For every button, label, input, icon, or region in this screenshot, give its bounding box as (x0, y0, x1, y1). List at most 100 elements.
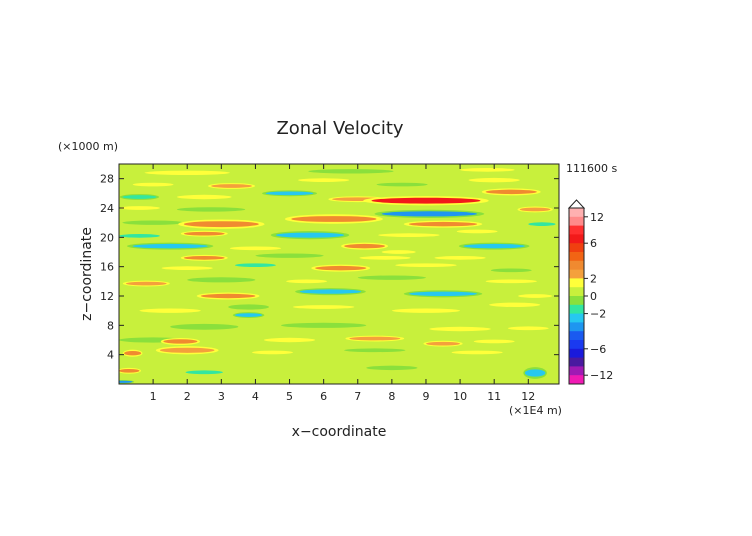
velocity-band (376, 182, 428, 187)
velocity-band (119, 368, 140, 373)
velocity-band (286, 279, 328, 284)
colorbar-segment (569, 322, 584, 332)
velocity-band (132, 182, 174, 187)
velocity-band (229, 246, 282, 251)
velocity-band (265, 191, 314, 196)
colorbar-segment (569, 287, 584, 297)
colorbar-segment (569, 225, 584, 235)
colorbar-segment (569, 234, 584, 244)
velocity-band (490, 268, 532, 273)
colorbar: 12 6 2 0 −2 −6 −12 (567, 199, 613, 385)
x-axis: 1 2 3 4 5 6 7 8 9 10 11 12 (150, 164, 535, 403)
velocity-band (234, 263, 276, 268)
colorbar-tick-label: 0 (590, 290, 597, 303)
velocity-band (408, 291, 478, 296)
velocity-band (176, 207, 246, 212)
plot-area (118, 163, 560, 385)
velocity-band (176, 194, 232, 200)
y-tick-label: 16 (100, 261, 114, 274)
y-tick-label: 28 (100, 173, 114, 186)
velocity-band (161, 266, 213, 270)
velocity-band (228, 304, 270, 310)
plot-frame (118, 163, 560, 385)
colorbar-tick-label: 6 (590, 237, 597, 250)
velocity-band (507, 326, 549, 331)
x-tick-label: 5 (286, 390, 293, 403)
velocity-band (183, 256, 225, 260)
velocity-band (308, 169, 394, 174)
colorbar-segment (569, 375, 584, 385)
velocity-band (344, 243, 386, 249)
x-tick-label: 11 (487, 390, 501, 403)
velocity-band (119, 234, 160, 238)
velocity-band (163, 339, 198, 344)
velocity-band (292, 305, 355, 309)
velocity-band (185, 370, 224, 375)
velocity-band (519, 207, 551, 212)
velocity-band (359, 256, 411, 260)
velocity-band (528, 222, 556, 226)
x-tick-label: 2 (184, 390, 191, 403)
velocity-band (473, 339, 515, 344)
colorbar-segment (569, 313, 584, 323)
colorbar-segment (569, 208, 584, 218)
x-tick-label: 9 (422, 390, 429, 403)
velocity-band (451, 350, 503, 355)
x-tick-label: 1 (150, 390, 157, 403)
velocity-band (144, 170, 230, 175)
velocity-band (119, 380, 133, 383)
velocity-band (119, 206, 160, 210)
velocity-band-core (401, 199, 451, 203)
velocity-band (200, 293, 256, 299)
y-tick-label: 8 (107, 319, 114, 332)
velocity-band (124, 351, 142, 356)
colorbar-segment (569, 366, 584, 376)
velocity-band (408, 221, 478, 227)
velocity-band (298, 178, 350, 182)
velocity-band (456, 229, 498, 234)
colorbar-tick-label: −6 (590, 343, 606, 356)
velocity-band (460, 168, 515, 172)
colorbar-segment (569, 340, 584, 350)
time-label: 111600 s (566, 162, 617, 175)
colorbar-segment (569, 357, 584, 367)
velocity-band (485, 189, 537, 195)
velocity-band (132, 243, 208, 249)
x-unit-label: (×1E4 m) (509, 404, 562, 417)
colorbar-segment (569, 216, 584, 226)
velocity-band (518, 294, 553, 298)
velocity-contours (119, 168, 556, 384)
y-axis-label: z−coordinate (79, 227, 95, 321)
velocity-band (299, 289, 362, 294)
x-tick-label: 8 (388, 390, 395, 403)
x-tick-label: 4 (252, 390, 259, 403)
velocity-band (125, 281, 167, 286)
colorbar-segment (569, 331, 584, 341)
velocity-band (468, 177, 520, 183)
x-axis-label: x−coordinate (292, 424, 387, 440)
x-tick-label: 6 (320, 390, 327, 403)
velocity-band (366, 365, 418, 371)
y-tick-label: 24 (100, 202, 114, 215)
velocity-band (183, 231, 225, 236)
y-tick-label: 20 (100, 231, 114, 244)
velocity-band (291, 216, 377, 222)
velocity-band (187, 277, 256, 283)
velocity-band (434, 256, 486, 260)
colorbar-segment (569, 269, 584, 279)
x-tick-label: 12 (521, 390, 535, 403)
velocity-band (391, 308, 461, 313)
y-unit-label: (×1000 m) (58, 140, 118, 153)
velocity-band (122, 195, 157, 199)
velocity-band (429, 326, 491, 332)
velocity-band (139, 308, 201, 313)
velocity-band (425, 341, 461, 346)
velocity-band (485, 279, 537, 284)
velocity-band (263, 337, 316, 343)
x-tick-label: 3 (218, 390, 225, 403)
colorbar-segment (569, 243, 584, 253)
y-tick-label: 12 (100, 290, 114, 303)
velocity-band (357, 275, 426, 280)
velocity-band (159, 347, 215, 353)
y-axis: 4 8 12 16 20 24 28 (100, 173, 559, 362)
